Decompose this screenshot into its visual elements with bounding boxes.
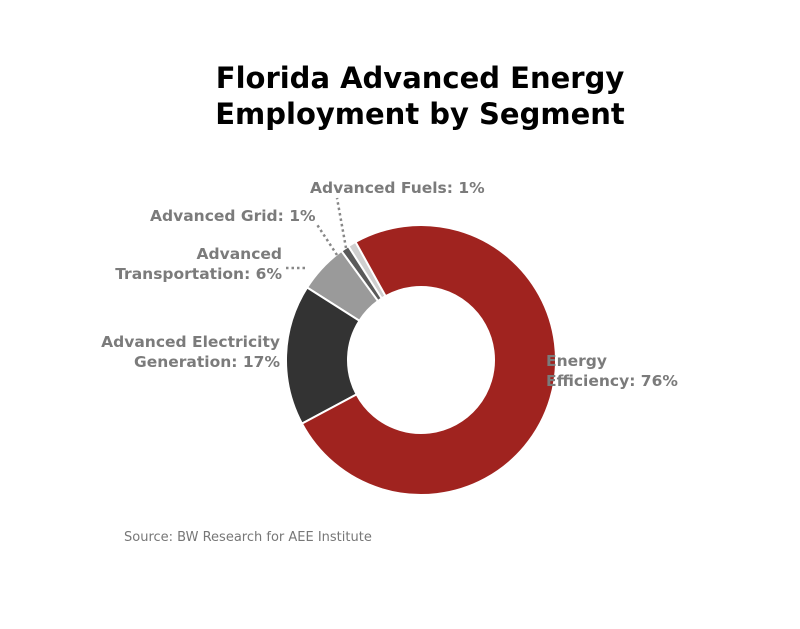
slice-advanced-electricity-generation — [285, 286, 361, 425]
slice-energy-efficiency — [300, 224, 557, 496]
source-note: Source: BW Research for AEE Institute — [124, 530, 372, 545]
slice-advanced-transportation — [305, 249, 380, 323]
label-energy-efficiency: Energy Efficiency: 76% — [546, 352, 678, 390]
title-line-1: Florida Advanced Energy — [215, 61, 625, 95]
label-grid: Advanced Grid: 1% — [150, 207, 316, 225]
leader-fuels — [335, 197, 348, 249]
label-electricity-generation: Advanced Electricity Generation: 17% — [101, 333, 280, 371]
chart-title: Florida Advanced Energy Employment by Se… — [0, 60, 800, 132]
label-transportation: Advanced Transportation: 6% — [115, 245, 282, 283]
leader-grid — [314, 222, 339, 256]
title-line-2: Employment by Segment — [215, 97, 625, 131]
label-fuels: Advanced Fuels: 1% — [310, 179, 485, 197]
